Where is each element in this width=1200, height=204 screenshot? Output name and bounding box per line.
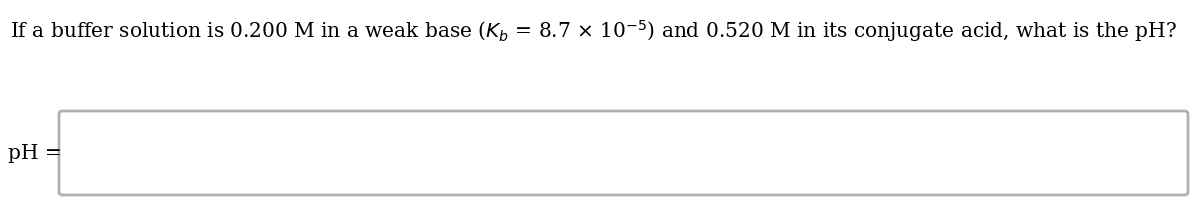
FancyBboxPatch shape <box>59 111 1188 195</box>
Text: If a buffer solution is 0.200 M in a weak base ($K_b$ = 8.7 $\times$ 10$^{-5}$) : If a buffer solution is 0.200 M in a wea… <box>10 18 1177 44</box>
Text: pH =: pH = <box>8 144 61 163</box>
